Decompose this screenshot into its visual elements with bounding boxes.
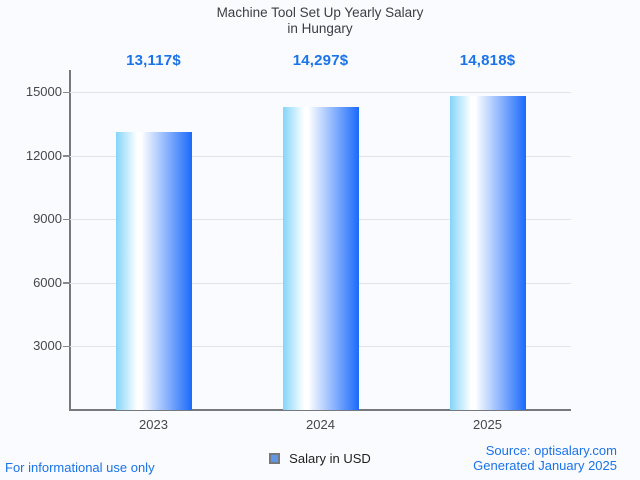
y-axis-line [69,70,71,410]
gridline [70,92,571,93]
y-axis-tick [63,155,70,157]
chart-title: Machine Tool Set Up Yearly Salary in Hun… [0,5,640,37]
y-axis-tick [63,345,70,348]
footer-disclaimer: For informational use only [5,460,155,475]
footer-source-link[interactable]: Source: optisalary.com [485,443,617,458]
y-axis-tick-label: 3000 [33,338,62,354]
bar-value-label: 14,818$ [459,52,516,69]
y-axis-tick-label: 15000 [25,84,62,99]
bar-2024[interactable] [282,106,359,410]
y-axis-tick-label: 6000 [33,274,62,290]
x-axis-category-label: 2023 [139,417,168,432]
legend-label: Salary in USD [289,451,371,466]
x-axis-category-label: 2025 [473,417,502,432]
chart-title-line-2: in Hungary [287,21,353,36]
legend: Salary in USD [0,451,640,466]
x-axis-category-label: 2024 [306,417,335,432]
bar-2025[interactable] [449,95,526,410]
y-axis-tick-label: 9000 [33,211,62,227]
y-axis-tick [63,91,70,93]
y-axis-tick [63,218,70,221]
footer-generated-date: Generated January 2025 [473,458,617,473]
bar-value-label: 14,297$ [292,52,349,69]
y-axis-tick [63,282,70,284]
legend-swatch-icon [269,453,281,464]
bar-value-label: 13,117$ [126,52,181,69]
chart-title-line-1: Machine Tool Set Up Yearly Salary [216,5,424,20]
bar-2023[interactable] [115,131,192,410]
y-axis-tick-label: 12000 [25,147,62,163]
footer-source-block: Source: optisalary.com Generated January… [473,443,617,473]
